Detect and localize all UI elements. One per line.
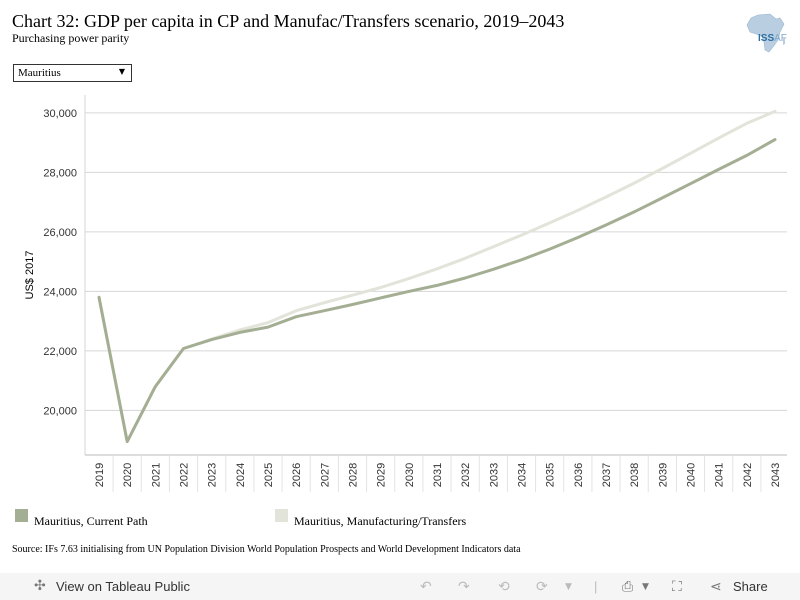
x-tick-label: 2030 [404,463,416,487]
logo-text: ISSAF [758,33,787,44]
x-tick-label: 2042 [742,463,754,487]
legend-label: Mauritius, Manufacturing/Transfers [294,514,467,528]
country-dropdown[interactable]: Mauritius ▼ [13,64,132,82]
legend-swatch [15,509,28,522]
revert-icon[interactable]: ⟲ [498,579,510,595]
y-tick-label: 30,000 [43,108,77,120]
x-tick-label: 2026 [291,463,303,487]
x-tick-label: 2020 [122,463,134,487]
y-tick-label: 26,000 [43,227,77,239]
x-tick-label: 2034 [517,463,529,487]
y-tick-label: 24,000 [43,286,77,298]
legend-label: Mauritius, Current Path [34,514,148,528]
x-tick-label: 2031 [432,463,444,487]
x-tick-label: 2043 [770,463,782,487]
undo-icon[interactable]: ↶ [420,579,432,595]
share-icon[interactable]: ⋖ [710,579,722,595]
x-tick-label: 2040 [686,463,698,487]
x-tick-label: 2037 [601,463,613,487]
tableau-logo-icon: ✣ [34,578,46,594]
x-tick-label: 2024 [235,463,247,487]
x-tick-label: 2041 [714,463,726,487]
x-tick-label: 2028 [348,463,360,487]
x-tick-label: 2027 [319,463,331,487]
refresh-icon[interactable]: ⟳ [536,579,548,595]
series-line-mauritius-manufacturing-transfers [97,109,777,444]
source-note: Source: IFs 7.63 initialising from UN Po… [12,544,521,555]
dropdown-caret-icon: ▼ [118,67,125,76]
x-tick-label: 2022 [179,463,191,487]
x-tick-label: 2039 [657,463,669,487]
line-chart: 20,000 22,000 24,000 26,000 28,000 30,000 US$ … [24,95,787,492]
x-tick-label: 2032 [460,463,472,487]
tableau-toolbar: ✣ View on Tableau Public ↶ ↷ ⟲ ⟳ ▼ | ⎙ ▼… [0,573,800,600]
view-on-tableau-link[interactable]: View on Tableau Public [56,579,190,594]
chart-title: Chart 32: GDP per capita in CP and Manuf… [12,11,565,31]
y-tick-label: 28,000 [43,167,77,179]
legend-swatch [275,509,288,522]
x-tick-label: 2025 [263,463,275,487]
x-tick-label: 2029 [376,463,388,487]
download-menu-caret-icon[interactable]: ▼ [642,582,649,592]
redo-icon[interactable]: ↷ [458,579,470,595]
y-tick-label: 22,000 [43,346,77,358]
x-tick-label: 2021 [150,463,162,487]
x-tick-label: 2038 [629,463,641,487]
x-tick-label: 2035 [545,463,557,487]
y-axis-title: US$ 2017 [24,251,36,300]
x-tick-label: 2036 [573,463,585,487]
x-tick-label: 2033 [488,463,500,487]
x-tick-label: 2019 [94,463,106,487]
dropdown-value: Mauritius [18,67,61,79]
fullscreen-icon[interactable]: ⛶ [672,579,682,595]
refresh-menu-caret-icon[interactable]: ▼ [565,582,572,592]
x-tick-label: 2023 [207,463,219,487]
share-button[interactable]: Share [733,579,768,594]
toolbar-divider: | [594,579,598,594]
chart-subtitle: Purchasing power parity [12,31,130,45]
y-tick-label: 20,000 [43,405,77,417]
series-line-mauritius-current-path [97,138,777,444]
download-icon[interactable]: ⎙ [622,579,634,595]
africa-map-logo [746,13,785,53]
